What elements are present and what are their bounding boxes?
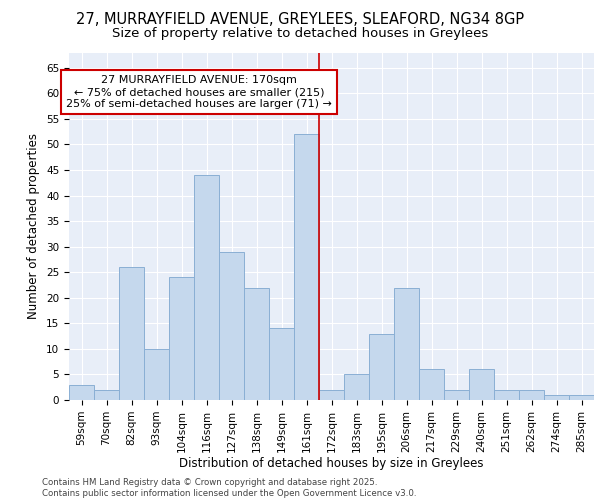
Y-axis label: Number of detached properties: Number of detached properties bbox=[28, 133, 40, 320]
Bar bbox=[394, 288, 419, 400]
Text: 27 MURRAYFIELD AVENUE: 170sqm
← 75% of detached houses are smaller (215)
25% of : 27 MURRAYFIELD AVENUE: 170sqm ← 75% of d… bbox=[66, 76, 332, 108]
Bar bbox=[94, 390, 119, 400]
Bar bbox=[569, 395, 594, 400]
Bar bbox=[494, 390, 519, 400]
Bar bbox=[294, 134, 319, 400]
Bar bbox=[344, 374, 369, 400]
Text: Size of property relative to detached houses in Greylees: Size of property relative to detached ho… bbox=[112, 28, 488, 40]
Text: Contains HM Land Registry data © Crown copyright and database right 2025.
Contai: Contains HM Land Registry data © Crown c… bbox=[42, 478, 416, 498]
X-axis label: Distribution of detached houses by size in Greylees: Distribution of detached houses by size … bbox=[179, 458, 484, 470]
Bar bbox=[69, 384, 94, 400]
Bar bbox=[369, 334, 394, 400]
Bar bbox=[169, 278, 194, 400]
Bar bbox=[444, 390, 469, 400]
Bar bbox=[319, 390, 344, 400]
Bar bbox=[144, 349, 169, 400]
Bar bbox=[219, 252, 244, 400]
Bar bbox=[544, 395, 569, 400]
Bar bbox=[419, 370, 444, 400]
Bar bbox=[519, 390, 544, 400]
Bar bbox=[469, 370, 494, 400]
Text: 27, MURRAYFIELD AVENUE, GREYLEES, SLEAFORD, NG34 8GP: 27, MURRAYFIELD AVENUE, GREYLEES, SLEAFO… bbox=[76, 12, 524, 28]
Bar bbox=[119, 267, 144, 400]
Bar bbox=[244, 288, 269, 400]
Bar bbox=[269, 328, 294, 400]
Bar bbox=[194, 175, 219, 400]
